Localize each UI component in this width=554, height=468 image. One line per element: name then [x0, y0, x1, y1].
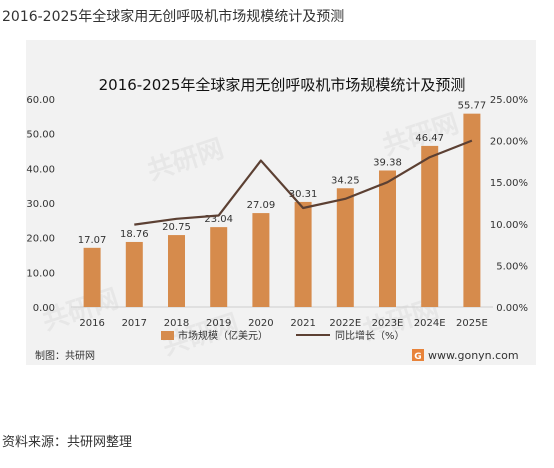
x-axis-labels: 2016 2017 2018 2019 2020 2021 2022E 2023E 2024E 2… [79, 318, 487, 329]
bar-data-label: 39.38 [373, 157, 402, 168]
y-left-tick-label: 60.00 [26, 95, 55, 106]
x-tick-label: 2024E [414, 318, 446, 329]
chart-svg: 共研网 共研网 共研网 共研网 共研网 2016-2025年全球家用无创呼吸机市… [26, 76, 528, 362]
x-tick-label: 2023E [372, 318, 404, 329]
y-left-tick-label: 40.00 [26, 164, 55, 175]
chart-figure: 共研网 共研网 共研网 共研网 共研网 2016-2025年全球家用无创呼吸机市… [26, 40, 536, 365]
bar [252, 213, 270, 307]
bar-data-label: 55.77 [458, 101, 487, 112]
gonyn-logo-icon: G [412, 349, 424, 362]
y-right-tick-label: 0.00% [496, 303, 528, 314]
legend-label-bar: 市场规模（亿美元） [178, 329, 268, 342]
bar-data-label: 27.09 [247, 200, 276, 211]
bar-data-label: 46.47 [415, 133, 444, 144]
line-series [134, 139, 473, 226]
x-tick-label: 2021 [290, 318, 315, 329]
x-tick-label: 2022E [329, 318, 361, 329]
y-axis-left: 0.00 10.00 20.00 30.00 40.00 50.00 60.00 [26, 95, 55, 314]
bar [336, 188, 354, 307]
bar-data-label: 23.04 [204, 214, 233, 225]
x-tick-label: 2020 [248, 318, 273, 329]
legend-swatch-bar [161, 331, 174, 340]
bar-data-label: 18.76 [120, 229, 149, 240]
bar [294, 201, 312, 307]
bar [421, 145, 439, 307]
y-right-tick-label: 20.00% [490, 137, 528, 148]
bar-data-label: 20.75 [162, 222, 191, 233]
y-left-tick-label: 20.00 [26, 234, 55, 245]
y-axis-right: 0.00% 5.00% 10.00% 15.00% 20.00% 25.00% [490, 95, 528, 314]
y-left-tick-label: 50.00 [26, 130, 55, 141]
bar [83, 247, 101, 307]
footer-credit: 制图：共研网 [35, 349, 95, 362]
bar [379, 170, 396, 307]
page-heading: 2016-2025年全球家用无创呼吸机市场规模统计及预测 [2, 9, 345, 25]
footer-website: www.gonyn.com [428, 349, 519, 362]
bar [168, 235, 185, 307]
bar [463, 113, 481, 307]
bar [210, 227, 228, 307]
legend: 市场规模（亿美元） 同比增长（%） [161, 329, 405, 342]
bar-data-label: 34.25 [331, 175, 360, 186]
y-right-tick-label: 10.00% [490, 220, 528, 231]
y-left-tick-label: 10.00 [26, 268, 55, 279]
y-right-tick-label: 15.00% [490, 178, 528, 189]
x-tick-label: 2018 [164, 318, 189, 329]
y-left-tick-label: 30.00 [26, 199, 55, 210]
bar [125, 241, 143, 307]
svg-text:G: G [414, 352, 421, 362]
y-left-tick-label: 0.00 [33, 303, 55, 314]
x-tick-label: 2025E [456, 318, 488, 329]
y-right-tick-label: 5.00% [496, 261, 528, 272]
bar-data-labels: 17.07 18.76 20.75 23.04 27.09 30.31 34.25 39.38… [78, 101, 486, 246]
bar-data-label: 17.07 [78, 235, 107, 246]
chart-title: 2016-2025年全球家用无创呼吸机市场规模统计及预测 [99, 76, 466, 94]
source-note: 资料来源：共研网整理 [2, 435, 133, 450]
x-tick-label: 2017 [122, 318, 147, 329]
bar-data-label: 30.31 [289, 189, 318, 200]
bar-series [83, 113, 481, 307]
watermark-text: 共研网 [144, 134, 227, 187]
growth-line [134, 139, 473, 226]
x-tick-label: 2016 [79, 318, 104, 329]
y-right-tick-label: 25.00% [490, 95, 528, 106]
legend-label-line: 同比增长（%） [335, 329, 405, 342]
x-tick-label: 2019 [206, 318, 231, 329]
